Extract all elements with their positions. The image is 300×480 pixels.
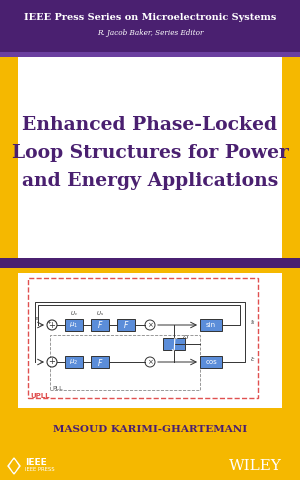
Text: $U_s$: $U_s$ bbox=[96, 309, 104, 318]
Text: IEEE PRESS: IEEE PRESS bbox=[25, 467, 55, 472]
Text: R. Jacob Baker, Series Editor: R. Jacob Baker, Series Editor bbox=[97, 29, 203, 37]
Bar bbox=[200, 356, 222, 368]
Polygon shape bbox=[10, 460, 18, 472]
Bar bbox=[0, 0, 300, 52]
Bar bbox=[163, 338, 185, 350]
Text: cos: cos bbox=[205, 359, 217, 365]
Circle shape bbox=[47, 320, 57, 330]
Text: $U_c$: $U_c$ bbox=[70, 309, 78, 318]
Bar bbox=[65, 319, 83, 331]
Text: $F$: $F$ bbox=[97, 320, 103, 331]
Bar bbox=[0, 52, 300, 57]
Text: $F$: $F$ bbox=[97, 357, 103, 368]
Text: sin: sin bbox=[206, 322, 216, 328]
Text: UPLL: UPLL bbox=[30, 393, 50, 399]
Text: $\times$: $\times$ bbox=[146, 358, 154, 366]
Text: Enhanced Phase-Locked: Enhanced Phase-Locked bbox=[22, 116, 278, 133]
Text: $\hat{c}$: $\hat{c}$ bbox=[250, 356, 255, 364]
Text: PLL: PLL bbox=[52, 386, 63, 392]
Text: +: + bbox=[46, 320, 51, 324]
Text: $\int$: $\int$ bbox=[170, 335, 178, 353]
Text: IEEE: IEEE bbox=[25, 458, 47, 467]
Polygon shape bbox=[8, 458, 20, 474]
Text: $\hat{s}$: $\hat{s}$ bbox=[250, 319, 255, 327]
Bar bbox=[91, 356, 109, 368]
Bar bbox=[0, 258, 300, 268]
Bar bbox=[50, 335, 200, 390]
Text: $e$: $e$ bbox=[34, 315, 40, 322]
Text: MASOUD KARIMI-GHARTEMANI: MASOUD KARIMI-GHARTEMANI bbox=[53, 425, 247, 434]
Bar bbox=[18, 273, 282, 408]
Text: +: + bbox=[49, 321, 56, 329]
Bar bbox=[200, 319, 222, 331]
Bar bbox=[91, 319, 109, 331]
Circle shape bbox=[145, 320, 155, 330]
Bar bbox=[28, 278, 258, 398]
Text: +: + bbox=[49, 358, 56, 367]
Text: $\mu_2$: $\mu_2$ bbox=[69, 358, 79, 367]
Text: and Energy Applications: and Energy Applications bbox=[22, 171, 278, 190]
Text: $\hat{\omega}$: $\hat{\omega}$ bbox=[182, 333, 188, 342]
Text: IEEE Press Series on Microelectronic Systems: IEEE Press Series on Microelectronic Sys… bbox=[24, 12, 276, 22]
Bar bbox=[65, 356, 83, 368]
Bar bbox=[18, 57, 282, 258]
Bar bbox=[117, 319, 135, 331]
Circle shape bbox=[47, 357, 57, 367]
Text: $\times$: $\times$ bbox=[146, 321, 154, 329]
Text: WILEY: WILEY bbox=[229, 459, 281, 473]
Text: $F$: $F$ bbox=[123, 320, 129, 331]
Circle shape bbox=[145, 357, 155, 367]
Text: $\mu_1$: $\mu_1$ bbox=[69, 321, 79, 330]
Text: Loop Structures for Power: Loop Structures for Power bbox=[12, 144, 288, 161]
